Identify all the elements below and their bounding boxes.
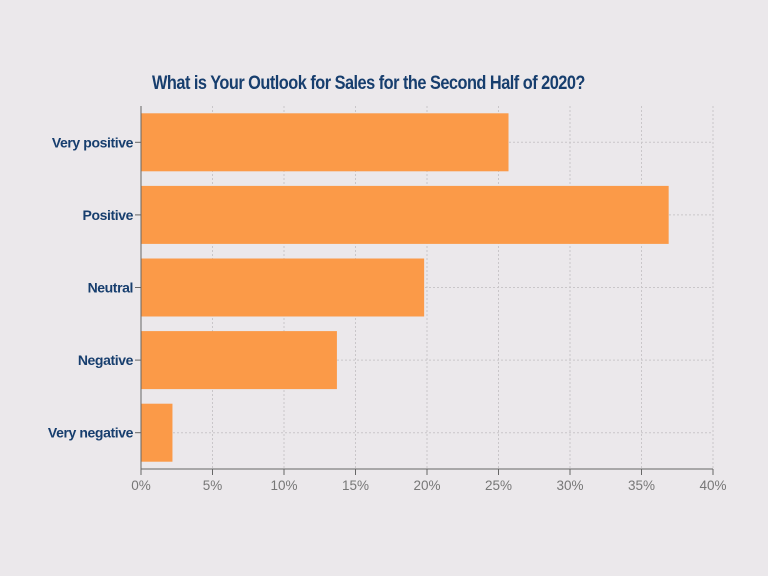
bar-neutral xyxy=(141,258,425,317)
x-tick-label: 0% xyxy=(131,478,151,493)
x-tick-label: 10% xyxy=(270,478,297,493)
x-tick-label: 40% xyxy=(699,478,726,493)
chart-title: What is Your Outlook for Sales for the S… xyxy=(152,73,585,94)
bar-positive xyxy=(141,185,669,244)
x-tick-label: 25% xyxy=(485,478,512,493)
x-tick-label: 5% xyxy=(203,478,223,493)
bar-very-positive xyxy=(141,113,509,172)
x-tick-label: 35% xyxy=(628,478,655,493)
x-tick-label: 30% xyxy=(556,478,583,493)
bar-negative xyxy=(141,331,337,390)
y-tick-label: Very negative xyxy=(48,425,134,441)
x-tick-label: 20% xyxy=(413,478,440,493)
y-tick-label: Positive xyxy=(83,207,134,223)
bar-very-negative xyxy=(141,403,173,462)
y-tick-label: Neutral xyxy=(88,280,133,296)
x-tick-label: 15% xyxy=(342,478,369,493)
y-tick-label: Very positive xyxy=(52,134,134,150)
y-tick-label: Negative xyxy=(78,352,134,368)
